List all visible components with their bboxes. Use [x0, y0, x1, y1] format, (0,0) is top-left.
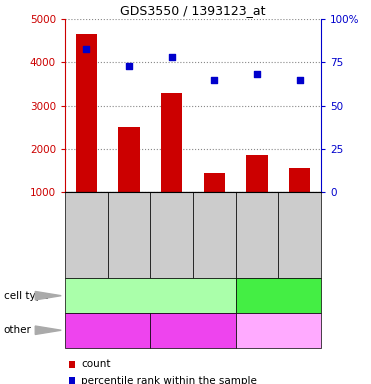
Text: count: count [81, 359, 111, 369]
Point [83, 46, 89, 52]
Text: percentile rank within the sample: percentile rank within the sample [81, 376, 257, 384]
Bar [246, 155, 267, 192]
Text: GSM303376: GSM303376 [290, 223, 300, 275]
Text: clone 1: clone 1 [89, 325, 127, 335]
Bar [161, 93, 182, 192]
Text: GSM303373: GSM303373 [162, 223, 171, 275]
Text: other: other [4, 325, 32, 335]
Text: GSM303374: GSM303374 [205, 223, 214, 275]
Text: control: control [260, 291, 296, 301]
Point [254, 71, 260, 78]
Text: cell type: cell type [4, 291, 48, 301]
Point [211, 77, 217, 83]
Bar [289, 168, 310, 192]
Point [168, 54, 174, 60]
Title: GDS3550 / 1393123_at: GDS3550 / 1393123_at [120, 3, 266, 17]
Bar [76, 34, 97, 192]
Point [126, 63, 132, 69]
Text: GSM303372: GSM303372 [120, 223, 129, 275]
Text: GSM303371: GSM303371 [77, 223, 86, 275]
Text: GSM303375: GSM303375 [248, 223, 257, 275]
Text: parental cell: parental cell [246, 325, 311, 335]
Bar [118, 127, 139, 192]
Text: clone 2: clone 2 [174, 325, 212, 335]
Point [297, 77, 303, 83]
Text: GLI1 transformed: GLI1 transformed [105, 291, 196, 301]
Bar [204, 172, 225, 192]
